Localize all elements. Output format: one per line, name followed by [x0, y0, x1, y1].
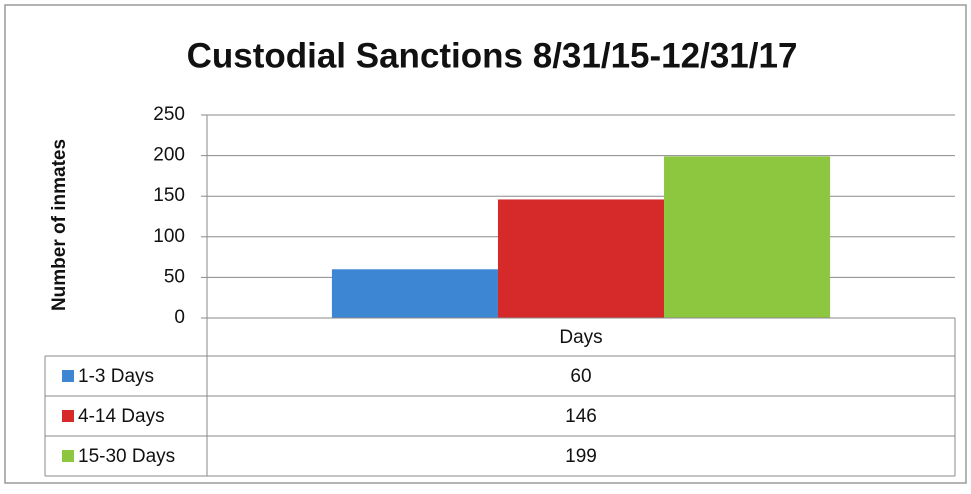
y-tick-label: 100 [153, 226, 185, 247]
chart-title: Custodial Sanctions 8/31/15-12/31/17 [187, 36, 798, 75]
y-tick-label: 150 [153, 185, 185, 206]
table-value: 146 [565, 406, 597, 427]
y-axis-label: Number of inmates [49, 139, 70, 311]
y-tick-label: 0 [174, 307, 185, 328]
table-value: 199 [565, 446, 597, 467]
y-tick-label: 50 [164, 266, 185, 287]
legend-key [62, 410, 74, 422]
x-tick-label: Days [559, 327, 602, 348]
y-tick-label: 250 [153, 104, 185, 125]
legend-key [62, 370, 74, 382]
legend-label: 15-30 Days [78, 446, 175, 467]
y-tick-label: 200 [153, 145, 185, 166]
legend-label: 1-3 Days [78, 366, 154, 387]
bar [664, 156, 831, 318]
legend-key [62, 450, 74, 462]
legend-label: 4-14 Days [78, 406, 165, 427]
table-value: 60 [570, 366, 591, 387]
bar [331, 269, 498, 318]
bar [497, 199, 665, 318]
